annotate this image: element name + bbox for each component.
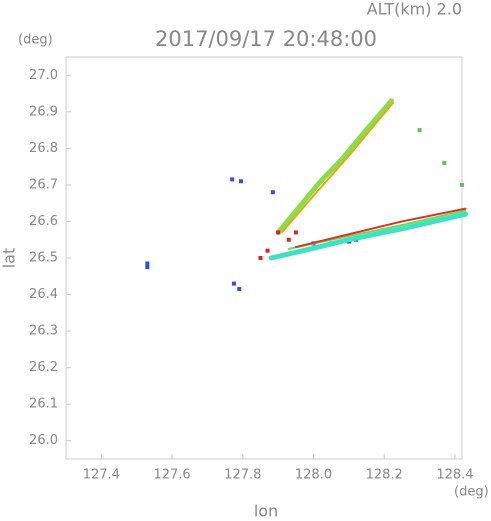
chart-title: 2017/09/17 20:48:00 bbox=[155, 27, 377, 51]
y-axis-label: lat bbox=[0, 248, 19, 269]
echo-point bbox=[258, 256, 263, 260]
subtitle: ALT(km) 2.0 bbox=[367, 0, 462, 19]
y-unit: (deg) bbox=[18, 33, 53, 48]
y-tick-label: 26.9 bbox=[29, 104, 58, 119]
echo-point bbox=[145, 261, 150, 266]
x-tick-label: 128.4 bbox=[436, 468, 473, 483]
echo-point bbox=[286, 237, 291, 242]
x-tick-label: 127.6 bbox=[153, 468, 190, 483]
x-tick-label: 127.8 bbox=[224, 468, 261, 483]
y-tick-label: 26.2 bbox=[29, 360, 58, 375]
echo-point bbox=[231, 281, 236, 286]
echo-point bbox=[276, 230, 281, 235]
plot-frame bbox=[65, 56, 463, 460]
echo-streak bbox=[275, 98, 394, 235]
y-tick-label: 26.3 bbox=[29, 324, 58, 339]
echo-point bbox=[237, 287, 242, 292]
echo-streak bbox=[268, 211, 469, 261]
echo-point bbox=[270, 190, 275, 195]
x-tick-label: 128.2 bbox=[366, 468, 403, 483]
echo-point bbox=[145, 265, 150, 270]
x-tick-label: 128.0 bbox=[295, 468, 332, 483]
echo-point bbox=[293, 230, 298, 235]
echo-point bbox=[239, 179, 244, 184]
x-axis-label: lon bbox=[254, 502, 278, 521]
y-tick-label: 26.4 bbox=[29, 287, 58, 302]
echo-point bbox=[230, 177, 235, 182]
echo-streak bbox=[294, 207, 467, 249]
echo-streak bbox=[280, 101, 395, 234]
echo-point bbox=[417, 128, 422, 133]
y-tick-label: 26.7 bbox=[29, 177, 58, 192]
echo-point bbox=[460, 182, 464, 187]
echo-point bbox=[265, 248, 270, 253]
x-unit: (deg) bbox=[454, 485, 489, 500]
echo-point bbox=[442, 160, 447, 165]
y-tick-label: 27.0 bbox=[29, 68, 58, 83]
y-tick-label: 26.5 bbox=[29, 251, 58, 266]
y-tick-label: 26.1 bbox=[29, 397, 58, 412]
y-tick-label: 26.0 bbox=[29, 433, 58, 448]
y-tick-label: 26.8 bbox=[29, 141, 58, 156]
x-tick-label: 127.4 bbox=[83, 468, 120, 483]
y-tick-label: 26.6 bbox=[29, 214, 58, 229]
